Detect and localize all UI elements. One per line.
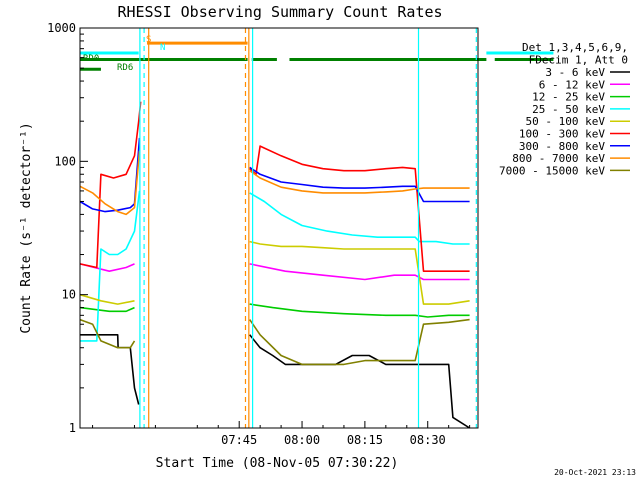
x-axis-label: Start Time (08-Nov-05 07:30:22) [156,456,399,471]
series-line-3-6-kev [249,334,471,429]
series-line-100-300-kev [249,145,470,273]
y-tick-label-1: 1 [69,421,76,435]
legend-header-line: Det 1,3,4,5,6,9, [522,41,628,54]
series-line-50-100-kev [249,240,470,305]
legend-label-50-100-kev: 50 - 100 keV [526,115,606,128]
series-line-300-800-kev [249,166,470,203]
series-line-25-50-kev [249,192,470,245]
series-line-12-25-kev [249,303,470,318]
y-tick-label-1000: 1000 [47,21,76,35]
flag-label-rd6: RD6 [117,63,133,73]
axes: 07:45 08:00 08:15 08:30 1 10 100 1000 [47,21,471,447]
plot-frame [79,27,479,429]
series-line-800-7000-kev [79,150,141,216]
legend-label-800-7000-kev: 800 - 7000 keV [512,152,605,165]
legend-label-3-6-kev: 3 - 6 keV [545,66,605,79]
legend-label-12-25-kev: 12 - 25 keV [532,91,605,104]
legend-label-25-50-kev: 25 - 50 keV [532,103,605,116]
x-tick-label-08-15: 08:15 [347,433,383,447]
y-tick-label-100: 100 [54,154,76,168]
series-line-7000-15000-kev [249,318,470,366]
flag-label-rd0: RD0 [83,54,99,64]
series-line-7000-15000-kev [79,318,136,349]
y-tick-label-10: 10 [62,288,76,302]
flag-bars: NSRD0RD6 [80,35,554,73]
series-line-25-50-kev [80,190,141,342]
legend-label-100-300-kev: 100 - 300 keV [519,128,605,141]
flag-label-n: N [160,43,165,53]
series-line-100-300-kev [79,101,142,269]
series-line-800-7000-kev [249,170,470,194]
series-line-6-12-kev [249,263,470,281]
series-line-50-100-kev [79,293,135,305]
chart-title: RHESSI Observing Summary Count Rates [117,3,442,21]
footer-timestamp: 20-Oct-2021 23:13 [554,468,636,477]
x-tick-label-07-45: 07:45 [221,433,257,447]
legend-header-line: FDecim 1, Att 0 [529,53,628,66]
x-tick-label-08-00: 08:00 [284,433,320,447]
x-tick-label-08-30: 08:30 [410,433,446,447]
series-line-12-25-kev [79,306,135,313]
legend-label-6-12-kev: 6 - 12 keV [539,78,606,91]
y-axis-label: Count Rate (s⁻¹ detector⁻¹) [19,122,34,333]
legend: Det 1,3,4,5,6,9,FDecim 1, Att 03 - 6 keV… [499,41,630,177]
legend-label-7000-15000-kev: 7000 - 15000 keV [499,164,605,177]
event-lines [139,28,477,428]
series-layer [79,101,471,429]
legend-label-300-800-kev: 300 - 800 keV [519,140,605,153]
